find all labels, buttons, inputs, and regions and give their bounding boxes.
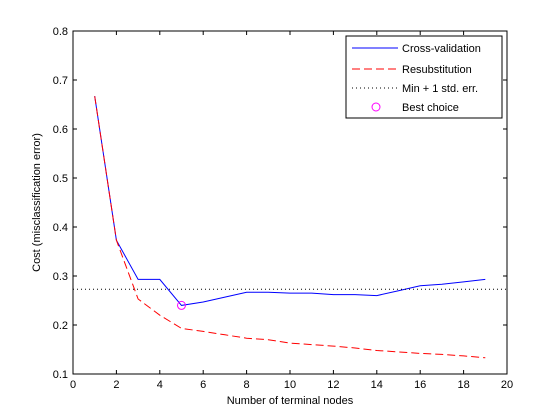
y-tick-label: 0.2 [53,320,68,332]
legend: Cross-validation Resubstitution Min + 1 … [345,35,503,119]
series-line-resubstitution [94,96,486,359]
legend-label-best-choice: Best choice [402,102,459,114]
x-tick-label: 8 [244,379,250,391]
legend-label-resubstitution: Resubstitution [402,64,472,76]
best-choice-marker [177,300,186,310]
x-tick-label: 14 [371,379,383,391]
x-tick-label: 4 [157,379,163,391]
series-layer [73,96,507,359]
legend-label-cross-validation: Cross-validation [402,43,481,55]
y-tick-label: 0.8 [53,26,68,38]
legend-box [345,35,503,119]
ticks-layer: 0 2 4 6 8 10 12 14 16 18 20 0.1 0.2 0.3 0.4 0.5 0.6 0.7 0.… [53,26,513,391]
legend-label-min-std-err: Min + 1 std. err. [402,83,478,95]
plot-frame [72,30,508,375]
x-tick-label: 18 [457,379,469,391]
legend-entry-cross-validation: Cross-validation [352,43,481,55]
legend-swatch-best-choice [371,102,381,112]
x-tick-label: 6 [200,379,206,391]
y-tick-label: 0.1 [53,369,68,381]
x-axis-label: Number of terminal nodes [227,395,354,407]
x-tick-label: 2 [113,379,119,391]
x-tick-label: 20 [501,379,513,391]
y-tick-label: 0.7 [53,75,68,87]
y-tick-label: 0.4 [53,222,68,234]
series-line-cross-validation [94,96,486,306]
x-tick-label: 16 [414,379,426,391]
x-tick-label: 10 [284,379,296,391]
y-tick-label: 0.6 [53,124,68,136]
x-tick-label: 12 [327,379,339,391]
y-axis-label: Cost (misclassification error) [31,133,43,272]
x-tick-label: 0 [70,379,76,391]
legend-entry-best-choice: Best choice [371,102,459,114]
y-tick-label: 0.3 [53,271,68,283]
y-tick-label: 0.5 [53,173,68,185]
legend-entry-min-std-err: Min + 1 std. err. [352,83,478,95]
legend-entry-resubstitution: Resubstitution [352,64,472,76]
